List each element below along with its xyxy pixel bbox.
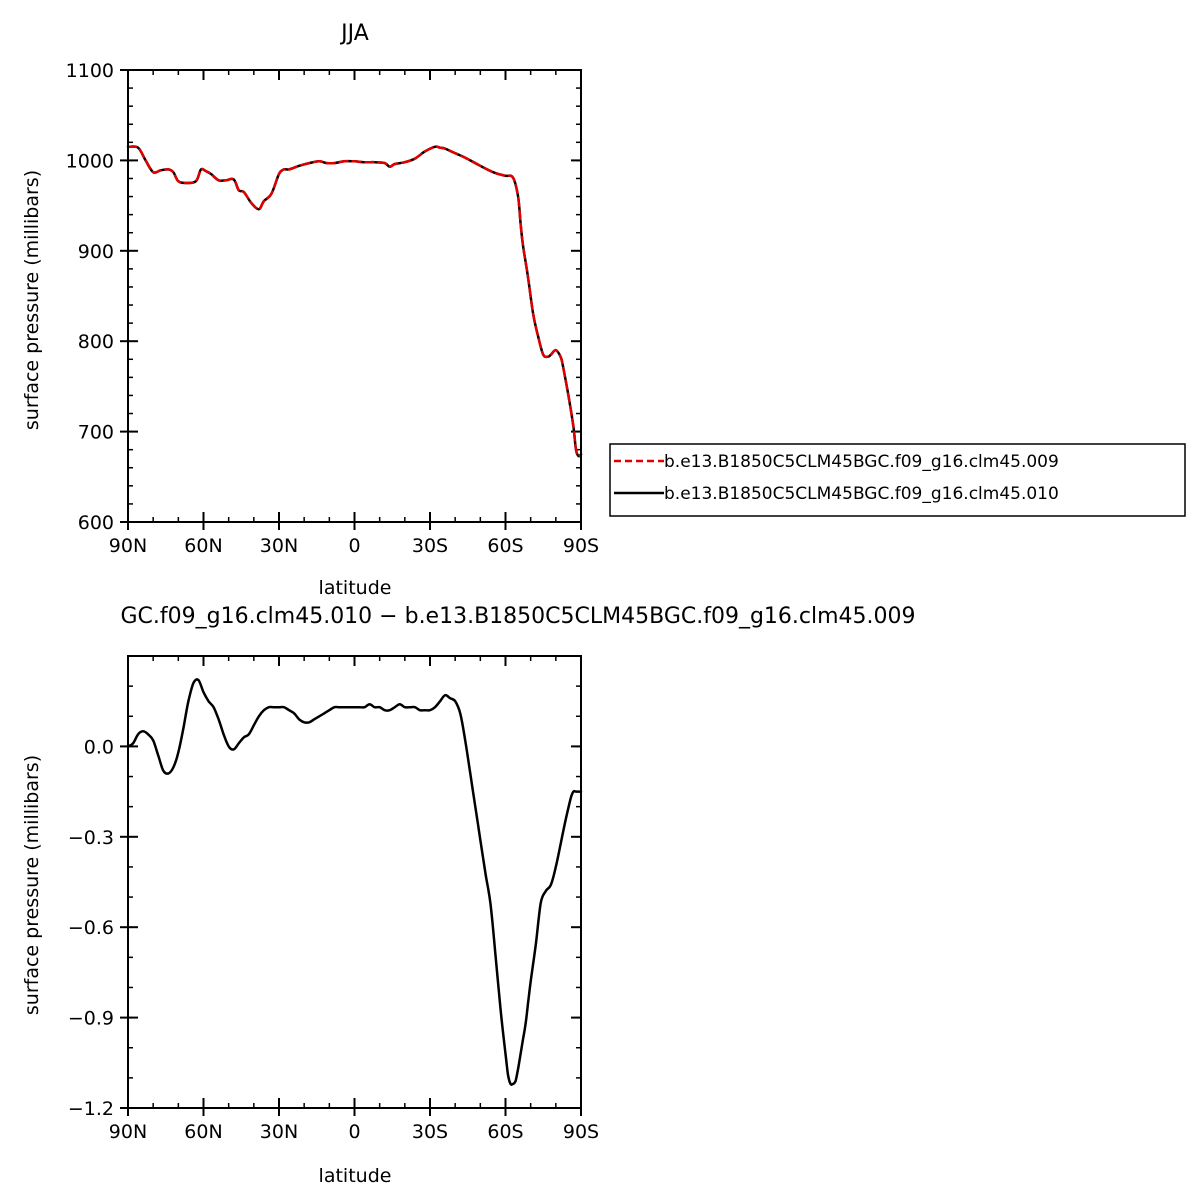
bottom-major-ticks xyxy=(120,656,582,1116)
y-tick-label: −0.3 xyxy=(68,827,114,849)
top-y-axis-title: surface pressure (millibars) xyxy=(21,170,43,430)
series-line-010 xyxy=(126,145,583,458)
top-series-lines xyxy=(126,145,583,458)
bottom-plot-title: GC.f09_g16.clm45.010 − b.e13.B1850C5CLM4… xyxy=(120,604,915,629)
x-tick-label: 60S xyxy=(487,1121,523,1143)
x-tick-label: 0 xyxy=(348,535,360,557)
bottom-minor-ticks xyxy=(127,655,582,1109)
series-line-009 xyxy=(126,145,583,458)
y-tick-label: −1.2 xyxy=(68,1098,114,1120)
bottom-y-tick-labels: 0.0 −0.3 −0.6 −0.9 −1.2 xyxy=(68,736,114,1120)
top-x-tick-labels: 90N 60N 30N 0 30S 60S 90S xyxy=(109,535,599,557)
x-tick-label: 30S xyxy=(412,1121,448,1143)
top-y-tick-labels: 600 700 800 900 1000 1100 xyxy=(66,60,114,534)
x-tick-label: 90N xyxy=(109,1121,147,1143)
top-minor-ticks xyxy=(127,69,582,523)
top-panel: JJA 90N 60N 30N 0 30S 60S 90S 600 700 800 900 1000… xyxy=(21,21,599,599)
x-tick-label: 90S xyxy=(563,1121,599,1143)
top-plot-title: JJA xyxy=(339,21,369,46)
x-tick-label: 90N xyxy=(109,535,147,557)
x-tick-label: 30N xyxy=(260,535,298,557)
y-tick-label: 800 xyxy=(78,331,114,353)
x-tick-label: 90S xyxy=(563,535,599,557)
x-tick-label: 0 xyxy=(348,1121,360,1143)
bottom-plot-frame xyxy=(127,655,582,1109)
difference-line xyxy=(126,678,583,1086)
bottom-series-lines xyxy=(126,678,583,1086)
y-tick-label: 1000 xyxy=(66,150,114,172)
y-tick-label: 700 xyxy=(78,422,114,444)
x-tick-label: 60S xyxy=(487,535,523,557)
y-tick-label: −0.9 xyxy=(68,1008,114,1030)
x-tick-label: 30N xyxy=(260,1121,298,1143)
legend-label-009: b.e13.B1850C5CLM45BGC.f09_g16.clm45.009 xyxy=(664,452,1059,472)
top-x-axis-title: latitude xyxy=(319,577,392,599)
top-major-ticks xyxy=(120,69,582,530)
legend-box xyxy=(609,443,1186,517)
x-tick-label: 30S xyxy=(412,535,448,557)
x-tick-label: 60N xyxy=(184,535,222,557)
legend-label-010: b.e13.B1850C5CLM45BGC.f09_g16.clm45.010 xyxy=(664,484,1059,504)
bottom-y-axis-title: surface pressure (millibars) xyxy=(21,755,43,1015)
bottom-panel: GC.f09_g16.clm45.010 − b.e13.B1850C5CLM4… xyxy=(21,604,916,1187)
bottom-x-axis-title: latitude xyxy=(319,1165,392,1187)
bottom-x-tick-labels: 90N 60N 30N 0 30S 60S 90S xyxy=(109,1121,599,1143)
y-tick-label: 900 xyxy=(78,241,114,263)
top-plot-frame xyxy=(127,69,582,523)
x-tick-label: 60N xyxy=(184,1121,222,1143)
y-tick-label: 0.0 xyxy=(84,736,114,758)
y-tick-label: −0.6 xyxy=(68,917,114,939)
legend: b.e13.B1850C5CLM45BGC.f09_g16.clm45.009 … xyxy=(609,443,1186,517)
y-tick-label: 1100 xyxy=(66,60,114,82)
y-tick-label: 600 xyxy=(78,512,114,534)
